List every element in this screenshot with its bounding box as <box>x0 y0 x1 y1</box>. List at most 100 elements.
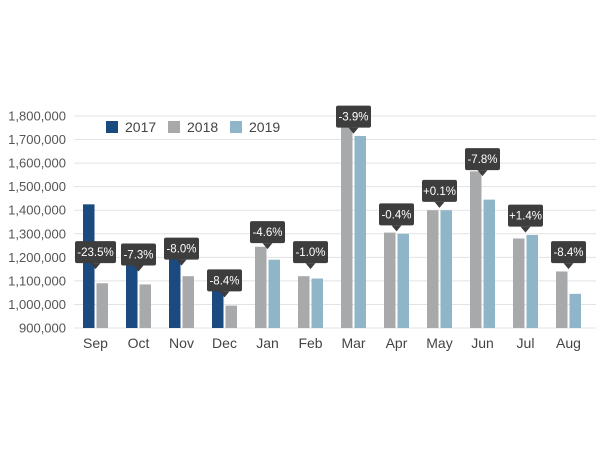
legend-label-2018: 2018 <box>187 119 218 135</box>
y-tick-label: 1,400,000 <box>8 203 66 218</box>
callout-pointer <box>262 243 273 250</box>
legend-swatch-2018 <box>168 121 180 133</box>
bar-2018-jan <box>255 246 267 328</box>
bar-2018-oct <box>139 284 151 328</box>
bar-2017-nov <box>169 240 181 328</box>
x-tick-label: Jul <box>517 335 535 351</box>
legend-label-2017: 2017 <box>125 119 156 135</box>
percent-change-callout: -7.8% <box>465 148 500 177</box>
percent-change-callout: -4.6% <box>250 221 285 250</box>
percent-change-callout: +0.1% <box>422 179 457 208</box>
callout-pointer <box>176 259 187 266</box>
x-axis-ticks: Sep Oct Nov Dec Jan Feb Mar Apr May Jun Jul Aug <box>83 335 581 351</box>
callout-box <box>207 269 242 292</box>
gridlines <box>74 115 596 329</box>
callout-box <box>293 241 328 264</box>
bar-2019-may <box>440 210 452 328</box>
y-tick-label: 1,100,000 <box>8 273 66 288</box>
callout-label: -4.6% <box>252 227 282 239</box>
bar-2017-dec <box>212 285 224 328</box>
callout-pointer <box>563 263 574 270</box>
x-tick-label: Jun <box>471 335 494 351</box>
bar-2019-mar <box>354 136 366 328</box>
callout-box <box>508 204 543 227</box>
x-tick-label: May <box>426 335 452 351</box>
legend-swatch-2017 <box>106 121 118 133</box>
x-tick-label: Jan <box>256 335 279 351</box>
callout-pointer <box>520 226 531 233</box>
bar-2018-nov <box>182 276 194 328</box>
bar-2018-may <box>427 210 439 328</box>
y-tick-label: 1,500,000 <box>8 179 66 194</box>
bar-2019-jun <box>483 199 495 328</box>
percent-change-callout: -8.0% <box>164 237 199 266</box>
bar-2018-mar <box>341 119 353 329</box>
callout-box <box>75 241 116 264</box>
y-axis-ticks: 900,000 1,000,000 1,100,000 1,200,000 1,300,… <box>8 109 66 336</box>
callout-pointer <box>219 291 230 298</box>
callout-box <box>465 148 500 171</box>
callout-box <box>379 203 414 226</box>
y-tick-label: 1,000,000 <box>8 297 66 312</box>
y-tick-label: 900,000 <box>19 321 66 336</box>
bar-2018-apr <box>384 232 396 328</box>
x-tick-label: Sep <box>83 335 108 351</box>
callout-label: -7.8% <box>467 154 497 166</box>
percent-change-callout: -3.9% <box>336 105 371 134</box>
y-tick-label: 1,200,000 <box>8 250 66 265</box>
callout-label: -8.4% <box>209 275 239 287</box>
callout-box <box>336 105 371 128</box>
callout-label: +0.1% <box>423 186 456 198</box>
bar-2019-apr <box>397 233 409 328</box>
y-tick-label: 1,300,000 <box>8 226 66 241</box>
callout-box <box>164 237 199 260</box>
percent-change-callout: +1.4% <box>508 204 543 233</box>
bar-2018-dec <box>225 305 237 328</box>
bar-2018-aug <box>556 271 568 328</box>
bar-2018-jul <box>513 238 525 328</box>
callout-label: -0.4% <box>381 209 411 221</box>
callout-label: -8.4% <box>553 247 583 259</box>
bar-2017-oct <box>126 263 138 328</box>
callout-label: -7.3% <box>123 249 153 261</box>
legend-label-2019: 2019 <box>249 119 280 135</box>
y-tick-label: 1,600,000 <box>8 156 66 171</box>
x-tick-label: Aug <box>556 335 581 351</box>
x-tick-label: Feb <box>298 335 322 351</box>
callout-box <box>422 179 457 202</box>
callout-pointer <box>90 263 101 270</box>
percent-change-callout: -7.3% <box>121 243 156 272</box>
callout-label: -3.9% <box>338 112 368 124</box>
bar-2018-jun <box>470 171 482 328</box>
x-tick-label: Oct <box>128 335 150 351</box>
x-tick-label: Dec <box>212 335 237 351</box>
legend-swatch-2019 <box>230 121 242 133</box>
callout-label: -1.0% <box>295 247 325 259</box>
bar-2018-feb <box>298 276 310 328</box>
percent-change-labels: -23.5% -7.3% -8.0% -8.4% -4.6% -1.0% -3.9% -0.4… <box>75 105 586 298</box>
x-tick-label: Apr <box>386 335 408 351</box>
callout-pointer <box>434 201 445 208</box>
callout-box <box>551 241 586 264</box>
y-tick-label: 1,700,000 <box>8 132 66 147</box>
bar-2019-jan <box>268 259 280 328</box>
x-tick-label: Nov <box>169 335 194 351</box>
callout-box <box>250 221 285 244</box>
y-tick-label: 1,800,000 <box>8 109 66 124</box>
callout-pointer <box>133 265 144 272</box>
percent-change-callout: -23.5% <box>75 241 116 270</box>
callout-label: -23.5% <box>77 247 113 259</box>
callout-pointer <box>305 263 316 270</box>
callout-label: -8.0% <box>166 244 196 256</box>
bar-2019-feb <box>311 278 323 328</box>
bars <box>83 119 581 329</box>
bar-2018-sep <box>96 283 108 328</box>
legend: 2017 2018 2019 <box>106 119 280 135</box>
x-tick-label: Mar <box>341 335 365 351</box>
callout-box <box>121 243 156 266</box>
percent-change-callout: -1.0% <box>293 241 328 270</box>
percent-change-callout: -8.4% <box>207 269 242 298</box>
bar-2019-aug <box>569 293 581 328</box>
